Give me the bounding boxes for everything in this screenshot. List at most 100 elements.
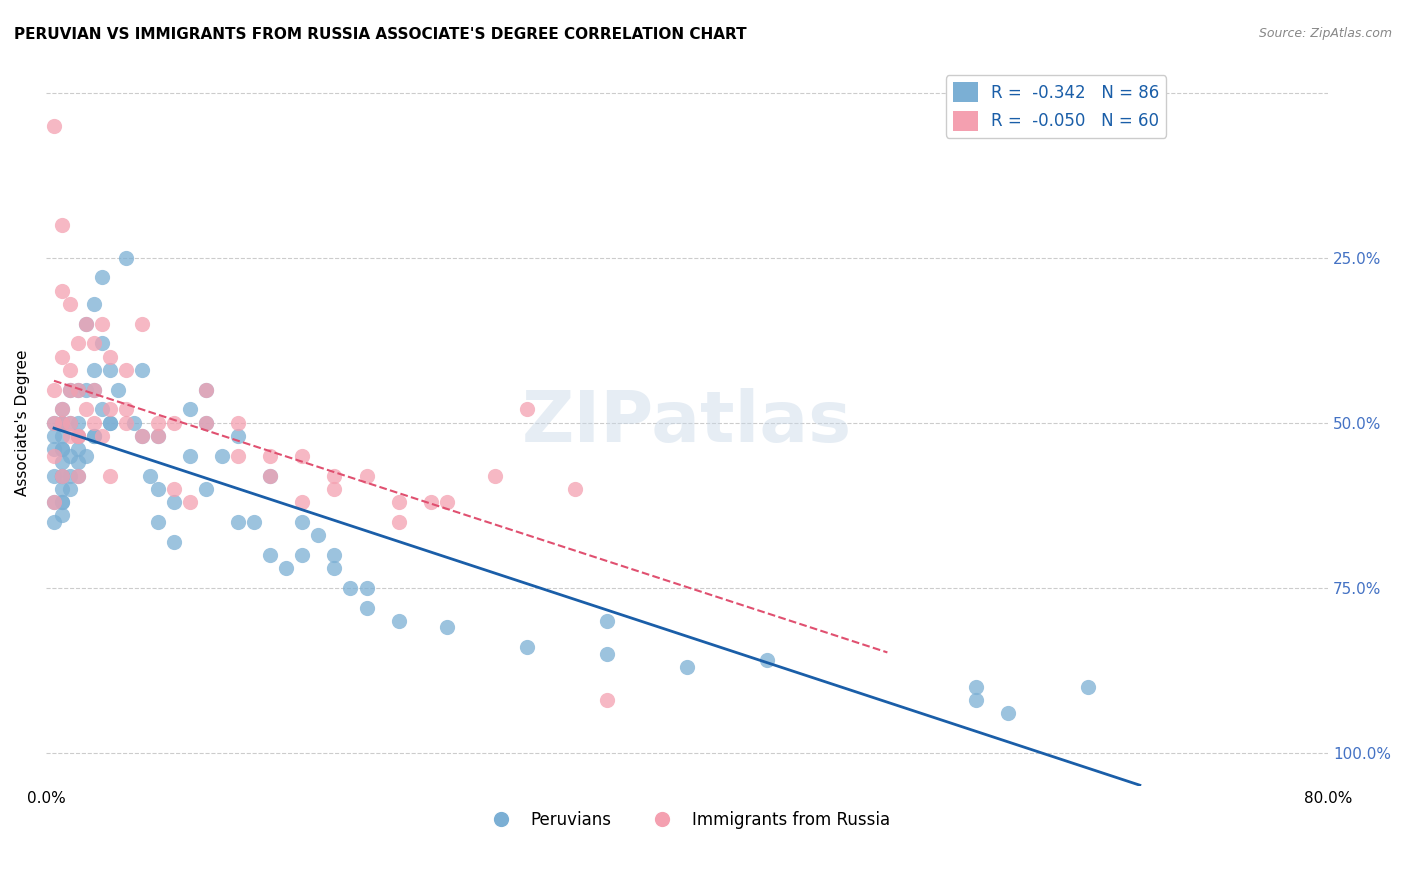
Point: [51, 402, 73, 417]
Point: [516, 402, 538, 417]
Point: [75, 449, 97, 463]
Point: [66, 455, 89, 469]
Text: ZIPatlas: ZIPatlas: [522, 388, 852, 458]
Point: [484, 468, 506, 483]
Point: [146, 482, 169, 496]
Point: [42, 416, 65, 430]
Point: [66, 416, 89, 430]
Point: [323, 561, 346, 575]
Point: [59, 416, 82, 430]
Point: [139, 468, 162, 483]
Point: [51, 508, 73, 522]
Point: [259, 468, 281, 483]
Point: [756, 653, 779, 667]
Point: [51, 468, 73, 483]
Point: [115, 251, 138, 265]
Point: [98, 416, 121, 430]
Point: [211, 449, 233, 463]
Point: [131, 317, 153, 331]
Point: [259, 449, 281, 463]
Point: [146, 416, 169, 430]
Point: [75, 317, 97, 331]
Point: [339, 581, 361, 595]
Point: [66, 468, 89, 483]
Point: [226, 416, 249, 430]
Point: [146, 429, 169, 443]
Point: [436, 620, 458, 634]
Point: [51, 455, 73, 469]
Point: [42, 383, 65, 397]
Point: [226, 449, 249, 463]
Point: [42, 119, 65, 133]
Point: [195, 383, 218, 397]
Point: [83, 383, 105, 397]
Point: [596, 647, 619, 661]
Point: [115, 416, 138, 430]
Point: [122, 416, 145, 430]
Point: [259, 548, 281, 562]
Point: [107, 383, 129, 397]
Point: [163, 495, 186, 509]
Point: [323, 548, 346, 562]
Point: [163, 482, 186, 496]
Point: [42, 416, 65, 430]
Point: [115, 402, 138, 417]
Point: [163, 534, 186, 549]
Point: [195, 482, 218, 496]
Point: [83, 383, 105, 397]
Point: [596, 614, 619, 628]
Point: [91, 336, 114, 351]
Point: [179, 449, 201, 463]
Point: [195, 416, 218, 430]
Point: [596, 693, 619, 707]
Point: [59, 383, 82, 397]
Point: [98, 402, 121, 417]
Point: [91, 429, 114, 443]
Text: Source: ZipAtlas.com: Source: ZipAtlas.com: [1258, 27, 1392, 40]
Point: [243, 515, 266, 529]
Point: [42, 449, 65, 463]
Point: [291, 449, 314, 463]
Point: [66, 383, 89, 397]
Point: [419, 495, 441, 509]
Point: [51, 284, 73, 298]
Point: [131, 363, 153, 377]
Point: [356, 600, 378, 615]
Point: [91, 270, 114, 285]
Point: [323, 468, 346, 483]
Point: [146, 515, 169, 529]
Legend: Peruvians, Immigrants from Russia: Peruvians, Immigrants from Russia: [478, 805, 897, 836]
Point: [387, 495, 409, 509]
Point: [965, 693, 987, 707]
Point: [51, 482, 73, 496]
Point: [146, 429, 169, 443]
Point: [516, 640, 538, 655]
Point: [564, 482, 586, 496]
Point: [51, 442, 73, 456]
Point: [51, 468, 73, 483]
Point: [676, 660, 699, 674]
Point: [42, 429, 65, 443]
Point: [66, 429, 89, 443]
Point: [42, 495, 65, 509]
Point: [307, 528, 329, 542]
Point: [59, 383, 82, 397]
Point: [51, 350, 73, 364]
Point: [83, 297, 105, 311]
Point: [51, 416, 73, 430]
Point: [91, 317, 114, 331]
Point: [42, 442, 65, 456]
Point: [226, 515, 249, 529]
Point: [83, 429, 105, 443]
Point: [59, 363, 82, 377]
Point: [42, 495, 65, 509]
Point: [83, 429, 105, 443]
Point: [66, 468, 89, 483]
Point: [59, 468, 82, 483]
Point: [276, 561, 298, 575]
Point: [59, 482, 82, 496]
Point: [59, 429, 82, 443]
Point: [59, 416, 82, 430]
Point: [131, 429, 153, 443]
Point: [66, 336, 89, 351]
